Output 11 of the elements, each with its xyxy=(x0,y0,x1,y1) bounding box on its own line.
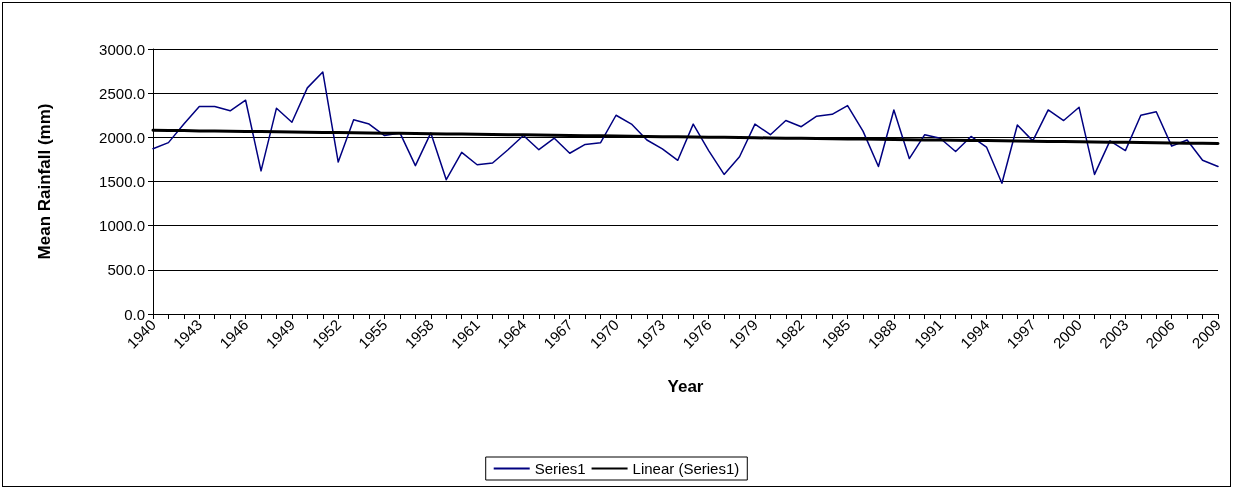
y-tick-label: 1000.0 xyxy=(99,217,145,235)
y-tick-label: 500.0 xyxy=(107,261,145,279)
y-tick-label: 2500.0 xyxy=(99,84,145,102)
y-tick-label: 1500.0 xyxy=(99,173,145,190)
y-axis-title: Mean Rainfall (mm) xyxy=(35,103,54,260)
y-tick-label: 3000.0 xyxy=(99,40,145,58)
legend-label: Linear (Series1) xyxy=(632,460,740,477)
x-axis-title: Year xyxy=(667,377,704,396)
y-tick-label: 0.0 xyxy=(124,305,145,323)
y-tick-label: 2000.0 xyxy=(99,128,145,146)
legend-label: Series1 xyxy=(534,460,586,477)
